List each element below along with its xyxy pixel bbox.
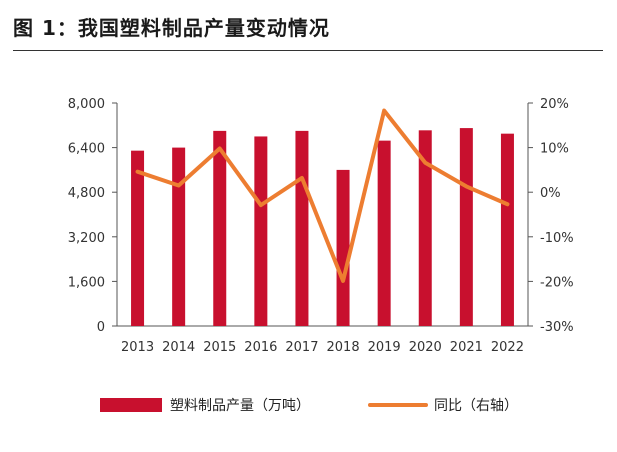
legend-bar-label: 塑料制品产量（万吨）: [170, 398, 310, 414]
left-tick-label: 8,000: [68, 97, 105, 112]
right-tick-label: 0%: [540, 186, 561, 201]
x-tick-label: 2015: [203, 340, 236, 355]
yoy-point-2013: [136, 170, 140, 174]
bar-2013: [131, 150, 145, 326]
bar-2021: [459, 128, 473, 326]
yoy-point-2019: [382, 109, 386, 113]
legend-line-label: 同比（右轴）: [434, 398, 518, 414]
left-tick-label: 6,400: [68, 142, 105, 157]
right-tick-label: -20%: [540, 275, 574, 290]
yoy-point-2020: [423, 161, 427, 165]
chart-title: 图 1：我国塑料制品产量变动情况: [13, 16, 330, 40]
bar-2018: [336, 169, 350, 326]
yoy-point-2015: [218, 146, 222, 150]
yoy-point-2021: [464, 184, 468, 188]
bar-2022: [500, 133, 514, 326]
bar-2014: [172, 147, 186, 326]
x-tick-label: 2020: [409, 340, 442, 355]
bar-2020: [418, 130, 432, 326]
right-tick-label: 20%: [540, 97, 569, 112]
x-tick-label: 2018: [327, 340, 360, 355]
legend-bar-swatch: [100, 398, 162, 412]
yoy-point-2022: [505, 202, 509, 206]
yoy-point-2017: [300, 176, 304, 180]
title-divider: [13, 50, 603, 51]
x-tick-label: 2019: [368, 340, 401, 355]
x-tick-label: 2022: [491, 340, 524, 355]
x-tick-label: 2014: [162, 340, 195, 355]
yoy-point-2018: [341, 279, 345, 283]
right-tick-label: 10%: [540, 142, 569, 157]
bar-2017: [295, 130, 309, 326]
left-tick-label: 1,600: [68, 275, 105, 290]
x-tick-label: 2013: [121, 340, 154, 355]
yoy-point-2014: [177, 184, 181, 188]
x-tick-label: 2021: [450, 340, 483, 355]
bar-2015: [213, 130, 227, 326]
x-tick-label: 2017: [285, 340, 318, 355]
x-tick-label: 2016: [244, 340, 277, 355]
yoy-point-2016: [259, 203, 263, 207]
left-tick-label: 0: [97, 320, 105, 335]
right-tick-label: -10%: [540, 231, 574, 246]
left-tick-label: 4,800: [68, 186, 105, 201]
bar-2016: [254, 136, 268, 326]
yoy-line: [135, 108, 510, 283]
right-tick-label: -30%: [540, 320, 574, 335]
left-tick-label: 3,200: [68, 231, 105, 246]
bar-2019: [377, 140, 391, 326]
